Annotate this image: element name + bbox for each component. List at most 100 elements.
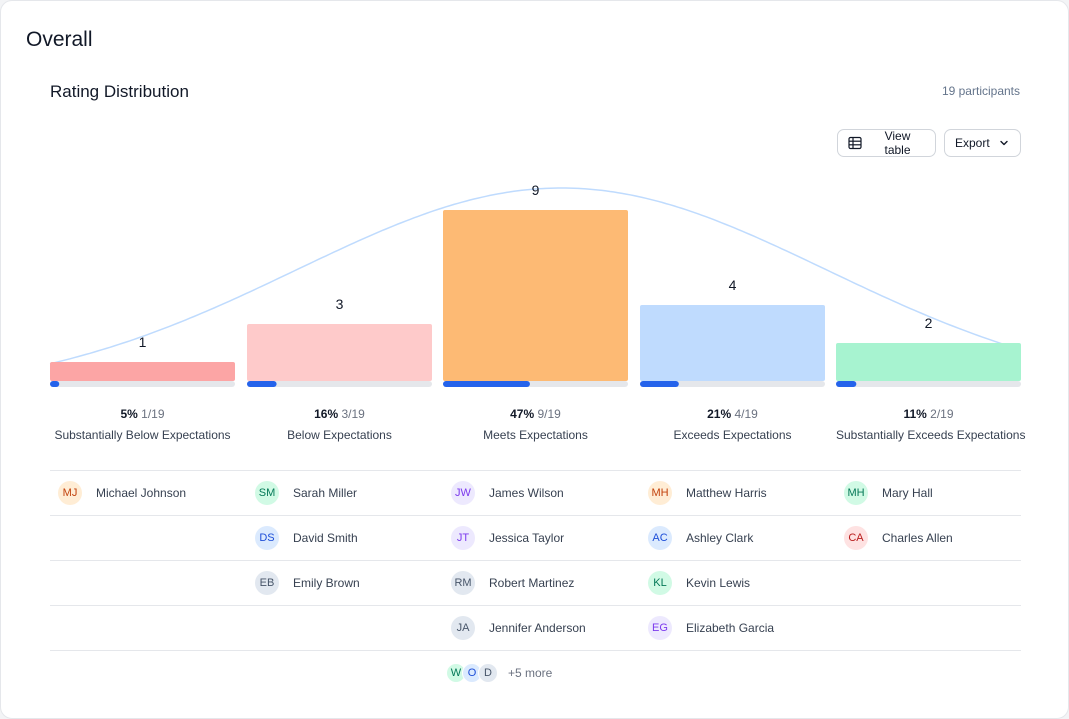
- chevron-down-icon: [1000, 140, 1008, 146]
- fraction-value: 2/19: [930, 407, 954, 421]
- category-label: Substantially Below Expectations: [54, 428, 231, 442]
- participant-name: Ashley Clark: [686, 531, 754, 545]
- divider: [50, 605, 1021, 606]
- participant-item[interactable]: MJ Michael Johnson: [58, 481, 186, 505]
- participant-item[interactable]: MH Matthew Harris: [648, 481, 767, 505]
- percent-value: 5%: [120, 407, 138, 421]
- progress-track: [640, 381, 825, 387]
- participant-name: Elizabeth Garcia: [686, 621, 775, 635]
- category-label: Substantially Exceeds Expectations: [836, 428, 1026, 442]
- progress-fill: [640, 381, 679, 387]
- progress-fill: [443, 381, 530, 387]
- rating-percent: 5% 1/19: [50, 406, 235, 422]
- avatar: MH: [648, 481, 672, 505]
- participant-name: Emily Brown: [293, 576, 360, 590]
- participant-name: Jessica Taylor: [489, 531, 565, 545]
- fraction-value: 3/19: [341, 407, 365, 421]
- rating-percent: 11% 2/19: [836, 406, 1021, 422]
- participant-item[interactable]: SM Sarah Miller: [255, 481, 357, 505]
- participant-item[interactable]: JA Jennifer Anderson: [451, 616, 586, 640]
- bar: [247, 324, 432, 381]
- participant-name: Charles Allen: [882, 531, 953, 545]
- avatar: JT: [451, 526, 475, 550]
- rating-percent: 21% 4/19: [640, 406, 825, 422]
- progress-fill: [50, 381, 60, 387]
- rating-summary: 11% 2/19 Substantially Exceeds Expectatio…: [836, 406, 1026, 442]
- avatar: AC: [648, 526, 672, 550]
- participant-item[interactable]: AC Ashley Clark: [648, 526, 753, 550]
- category-label: Meets Expectations: [483, 428, 588, 442]
- participant-name: Michael Johnson: [96, 486, 187, 500]
- divider: [50, 470, 1021, 471]
- bar-value-label: 4: [729, 277, 737, 293]
- participant-name: Matthew Harris: [686, 486, 767, 500]
- avatar: O: [462, 663, 482, 683]
- progress-fill: [836, 381, 857, 387]
- view-table-button[interactable]: View table: [837, 129, 936, 157]
- participant-item[interactable]: MH Mary Hall: [844, 481, 933, 505]
- export-button[interactable]: Export: [944, 129, 1021, 157]
- rating-summary: 21% 4/19 Exceeds Expectations: [640, 406, 825, 442]
- rating-percent: 16% 3/19: [247, 406, 432, 422]
- progress-fill: [247, 381, 277, 387]
- participants-count: 19 participants: [941, 84, 1020, 98]
- avatar: EB: [255, 571, 279, 595]
- percent-value: 11%: [903, 407, 927, 421]
- bar: [50, 362, 235, 381]
- view-table-label: View table: [884, 129, 911, 157]
- participant-item[interactable]: JT Jessica Taylor: [451, 526, 564, 550]
- bar-value-label: 9: [532, 182, 540, 198]
- percent-value: 47%: [510, 407, 535, 421]
- avatar: CA: [844, 526, 868, 550]
- bar: [640, 305, 825, 381]
- participant-name: Mary Hall: [882, 486, 933, 500]
- more-participants[interactable]: W O D +5 more: [446, 661, 552, 685]
- fraction-value: 4/19: [734, 407, 758, 421]
- bar: [836, 343, 1021, 381]
- participant-name: Jennifer Anderson: [489, 621, 586, 635]
- avatar: JA: [451, 616, 475, 640]
- avatar: D: [478, 663, 498, 683]
- divider: [50, 650, 1021, 651]
- divider: [50, 560, 1021, 561]
- bar-value-label: 2: [925, 315, 933, 331]
- category-label: Exceeds Expectations: [673, 428, 792, 442]
- participant-item[interactable]: EG Elizabeth Garcia: [648, 616, 774, 640]
- avatar: EG: [648, 616, 672, 640]
- participant-name: Robert Martinez: [489, 576, 575, 590]
- more-label: +5 more: [508, 666, 553, 680]
- page-title: Overall: [26, 28, 93, 51]
- divider: [50, 515, 1021, 516]
- distribution-curve: [49, 187, 1019, 365]
- table-icon: [848, 136, 862, 150]
- participant-item[interactable]: JW James Wilson: [451, 481, 564, 505]
- progress-track: [836, 381, 1021, 387]
- avatar: RM: [451, 571, 475, 595]
- avatar: MH: [844, 481, 868, 505]
- participant-item[interactable]: KL Kevin Lewis: [648, 571, 750, 595]
- bar-value-label: 1: [139, 334, 147, 350]
- export-label: Export: [955, 136, 990, 150]
- progress-track: [247, 381, 432, 387]
- fraction-value: 1/19: [141, 407, 165, 421]
- participant-item[interactable]: RM Robert Martinez: [451, 571, 574, 595]
- avatar: MJ: [58, 481, 82, 505]
- bar-value-label: 3: [336, 296, 344, 312]
- fraction-value: 9/19: [537, 407, 561, 421]
- bar: [443, 210, 628, 381]
- rating-summary: 47% 9/19 Meets Expectations: [443, 406, 628, 442]
- rating-distribution-chart: 1 3 9 4 2: [49, 182, 1021, 387]
- rating-summary: 5% 1/19 Substantially Below Expectations: [50, 406, 235, 442]
- avatar: SM: [255, 481, 279, 505]
- participant-name: James Wilson: [489, 486, 564, 500]
- participant-item[interactable]: DS David Smith: [255, 526, 358, 550]
- participant-name: Kevin Lewis: [686, 576, 751, 590]
- rating-summary: 16% 3/19 Below Expectations: [247, 406, 432, 442]
- percent-value: 16%: [314, 407, 339, 421]
- participant-item[interactable]: CA Charles Allen: [844, 526, 953, 550]
- avatar: JW: [451, 481, 475, 505]
- avatar: KL: [648, 571, 672, 595]
- section-title: Rating Distribution: [50, 82, 189, 101]
- participant-item[interactable]: EB Emily Brown: [255, 571, 360, 595]
